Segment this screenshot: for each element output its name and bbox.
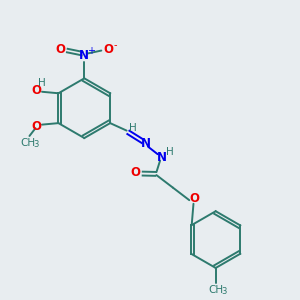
Text: N: N (79, 49, 89, 62)
Text: O: O (56, 43, 65, 56)
Text: CH: CH (20, 137, 35, 148)
Text: H: H (129, 123, 136, 133)
Text: O: O (103, 43, 113, 56)
Text: O: O (130, 166, 140, 179)
Text: H: H (38, 78, 45, 88)
Text: -: - (114, 40, 117, 50)
Text: N: N (141, 137, 151, 150)
Text: O: O (32, 84, 42, 97)
Text: N: N (157, 151, 167, 164)
Text: O: O (190, 193, 200, 206)
Text: O: O (32, 120, 42, 133)
Text: 3: 3 (221, 287, 227, 296)
Text: +: + (87, 46, 95, 56)
Text: CH: CH (208, 285, 223, 295)
Text: 3: 3 (33, 140, 39, 149)
Text: H: H (166, 147, 173, 158)
